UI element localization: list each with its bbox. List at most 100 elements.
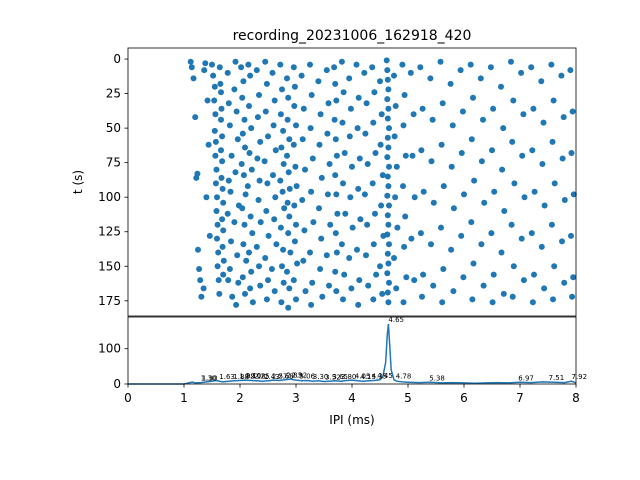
raster-point bbox=[377, 141, 384, 148]
raster-point bbox=[384, 96, 391, 103]
raster-point bbox=[348, 285, 355, 292]
raster-point bbox=[384, 76, 391, 83]
raster-point bbox=[246, 249, 252, 256]
raster-point bbox=[373, 271, 380, 278]
raster-point bbox=[218, 147, 224, 154]
raster-point bbox=[510, 97, 517, 104]
raster-point bbox=[420, 271, 427, 278]
raster-points bbox=[187, 57, 577, 311]
raster-point bbox=[324, 130, 331, 137]
raster-point bbox=[361, 191, 368, 198]
raster-point bbox=[249, 230, 256, 237]
raster-point bbox=[402, 152, 409, 159]
raster-point bbox=[213, 166, 220, 173]
peak-label: 1.99 bbox=[239, 373, 255, 381]
raster-point bbox=[410, 111, 417, 118]
peak-label: 4.65 bbox=[388, 316, 404, 324]
raster-point bbox=[437, 58, 444, 65]
raster-point bbox=[430, 199, 437, 206]
raster-y-tick-label: 0 bbox=[113, 52, 121, 66]
raster-point bbox=[308, 92, 315, 98]
peak-label: 1.88 bbox=[233, 373, 249, 381]
raster-point bbox=[393, 163, 400, 170]
raster-point bbox=[478, 158, 485, 165]
raster-point bbox=[269, 69, 276, 76]
raster-point bbox=[215, 277, 222, 284]
raster-point bbox=[231, 219, 238, 226]
histogram-axes: 1.301.30 1.631.881.992.102.182.252.432.57… bbox=[98, 316, 587, 405]
raster-point bbox=[400, 183, 406, 190]
raster-point bbox=[355, 185, 362, 192]
raster-point bbox=[420, 188, 427, 195]
raster-point bbox=[278, 299, 285, 306]
peak-label: 1.30 bbox=[201, 375, 217, 383]
raster-point bbox=[239, 94, 246, 101]
raster-point bbox=[217, 80, 224, 87]
raster-point bbox=[315, 78, 322, 85]
raster-point bbox=[212, 138, 219, 145]
raster-point bbox=[256, 92, 262, 98]
peak-label: 3.65 bbox=[332, 373, 348, 381]
raster-point bbox=[256, 177, 263, 184]
raster-point bbox=[242, 290, 248, 297]
raster-point bbox=[220, 257, 227, 264]
raster-point bbox=[386, 125, 392, 132]
raster-point bbox=[540, 119, 547, 126]
raster-point bbox=[440, 266, 447, 272]
raster-point bbox=[408, 235, 415, 242]
raster-point bbox=[285, 230, 292, 237]
raster-point bbox=[239, 205, 246, 212]
raster-point bbox=[519, 152, 526, 159]
raster-point bbox=[341, 150, 348, 156]
histogram-x-tick-label: 8 bbox=[572, 391, 580, 405]
raster-point bbox=[370, 296, 377, 303]
raster-point bbox=[209, 61, 215, 68]
raster-point bbox=[293, 183, 300, 190]
raster-point bbox=[520, 111, 527, 118]
raster-point bbox=[309, 155, 316, 162]
raster-point bbox=[386, 163, 392, 170]
raster-point bbox=[347, 194, 354, 201]
raster-point bbox=[219, 133, 226, 140]
raster-point bbox=[271, 288, 278, 295]
raster-point bbox=[262, 255, 269, 261]
raster-point bbox=[286, 185, 293, 192]
raster-point bbox=[430, 282, 437, 289]
raster-point bbox=[277, 224, 284, 231]
histogram-y-tick-label: 100 bbox=[98, 342, 121, 356]
raster-point bbox=[333, 191, 340, 198]
raster-point bbox=[364, 161, 371, 167]
raster-point bbox=[279, 263, 285, 270]
raster-point bbox=[457, 67, 464, 74]
raster-point bbox=[265, 232, 272, 239]
raster-point bbox=[233, 108, 240, 115]
raster-point bbox=[240, 78, 247, 85]
raster-point bbox=[225, 177, 232, 184]
raster-point bbox=[293, 122, 299, 129]
raster-point bbox=[489, 147, 495, 154]
raster-point bbox=[265, 133, 271, 140]
raster-point bbox=[569, 293, 576, 300]
raster-y-tick-label: 50 bbox=[106, 121, 121, 135]
raster-point bbox=[212, 152, 219, 159]
raster-point bbox=[187, 58, 194, 65]
raster-point bbox=[291, 202, 298, 209]
raster-point bbox=[325, 100, 332, 107]
raster-point bbox=[385, 183, 392, 190]
raster-point bbox=[568, 150, 575, 156]
raster-y-tick-label: 75 bbox=[106, 156, 121, 170]
raster-point bbox=[498, 249, 505, 256]
raster-point bbox=[439, 299, 446, 306]
raster-point bbox=[211, 97, 218, 104]
raster-point bbox=[402, 213, 409, 220]
raster-point bbox=[548, 61, 555, 68]
histogram-x-tick-label: 3 bbox=[292, 391, 300, 405]
raster-point bbox=[213, 208, 220, 214]
raster-point bbox=[384, 270, 391, 277]
raster-point bbox=[384, 192, 391, 199]
raster-point bbox=[346, 255, 353, 261]
raster-point bbox=[278, 144, 285, 151]
raster-point bbox=[490, 271, 497, 278]
raster-point bbox=[470, 94, 476, 101]
